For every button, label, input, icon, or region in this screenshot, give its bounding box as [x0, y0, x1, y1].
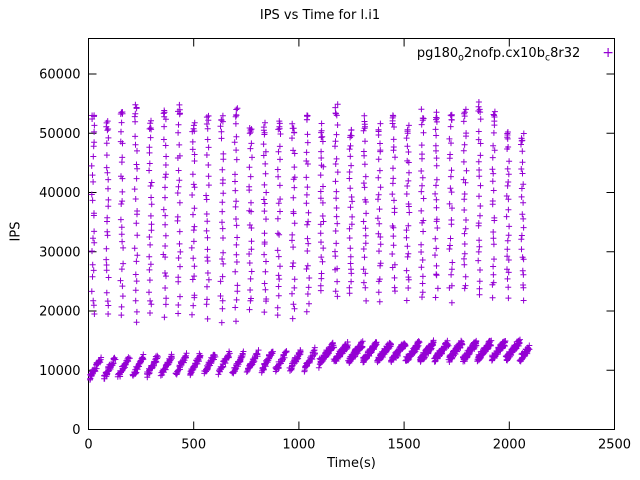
- x-tick-label: 2500: [598, 438, 631, 453]
- scatter-points: [87, 99, 533, 383]
- plot-border: [88, 38, 615, 430]
- y-tick-label: 20000: [39, 305, 80, 320]
- plus-marker-icon: +: [602, 45, 614, 61]
- chart-title: IPS vs Time for l.i1: [259, 8, 381, 23]
- legend-series-label: pg180o2nofp.cx10bc8r32: [416, 46, 581, 64]
- y-tick-label: 30000: [39, 245, 80, 260]
- x-axis-label: Time(s): [327, 456, 376, 471]
- y-tick-label: 10000: [39, 364, 80, 379]
- x-tick-label: 0: [84, 438, 92, 453]
- y-axis-label: IPS: [8, 221, 24, 242]
- y-tick-label: 60000: [39, 68, 80, 83]
- x-tick-label: 500: [181, 438, 206, 453]
- x-tick-label: 2000: [493, 438, 526, 453]
- x-tick-label: 1000: [282, 438, 315, 453]
- y-tick-label: 0: [72, 423, 80, 438]
- y-tick-label: 40000: [39, 186, 80, 201]
- y-tick-label: 50000: [39, 127, 80, 142]
- x-tick-label: 1500: [388, 438, 421, 453]
- legend: pg180o2nofp.cx10bc8r32 +: [417, 45, 614, 64]
